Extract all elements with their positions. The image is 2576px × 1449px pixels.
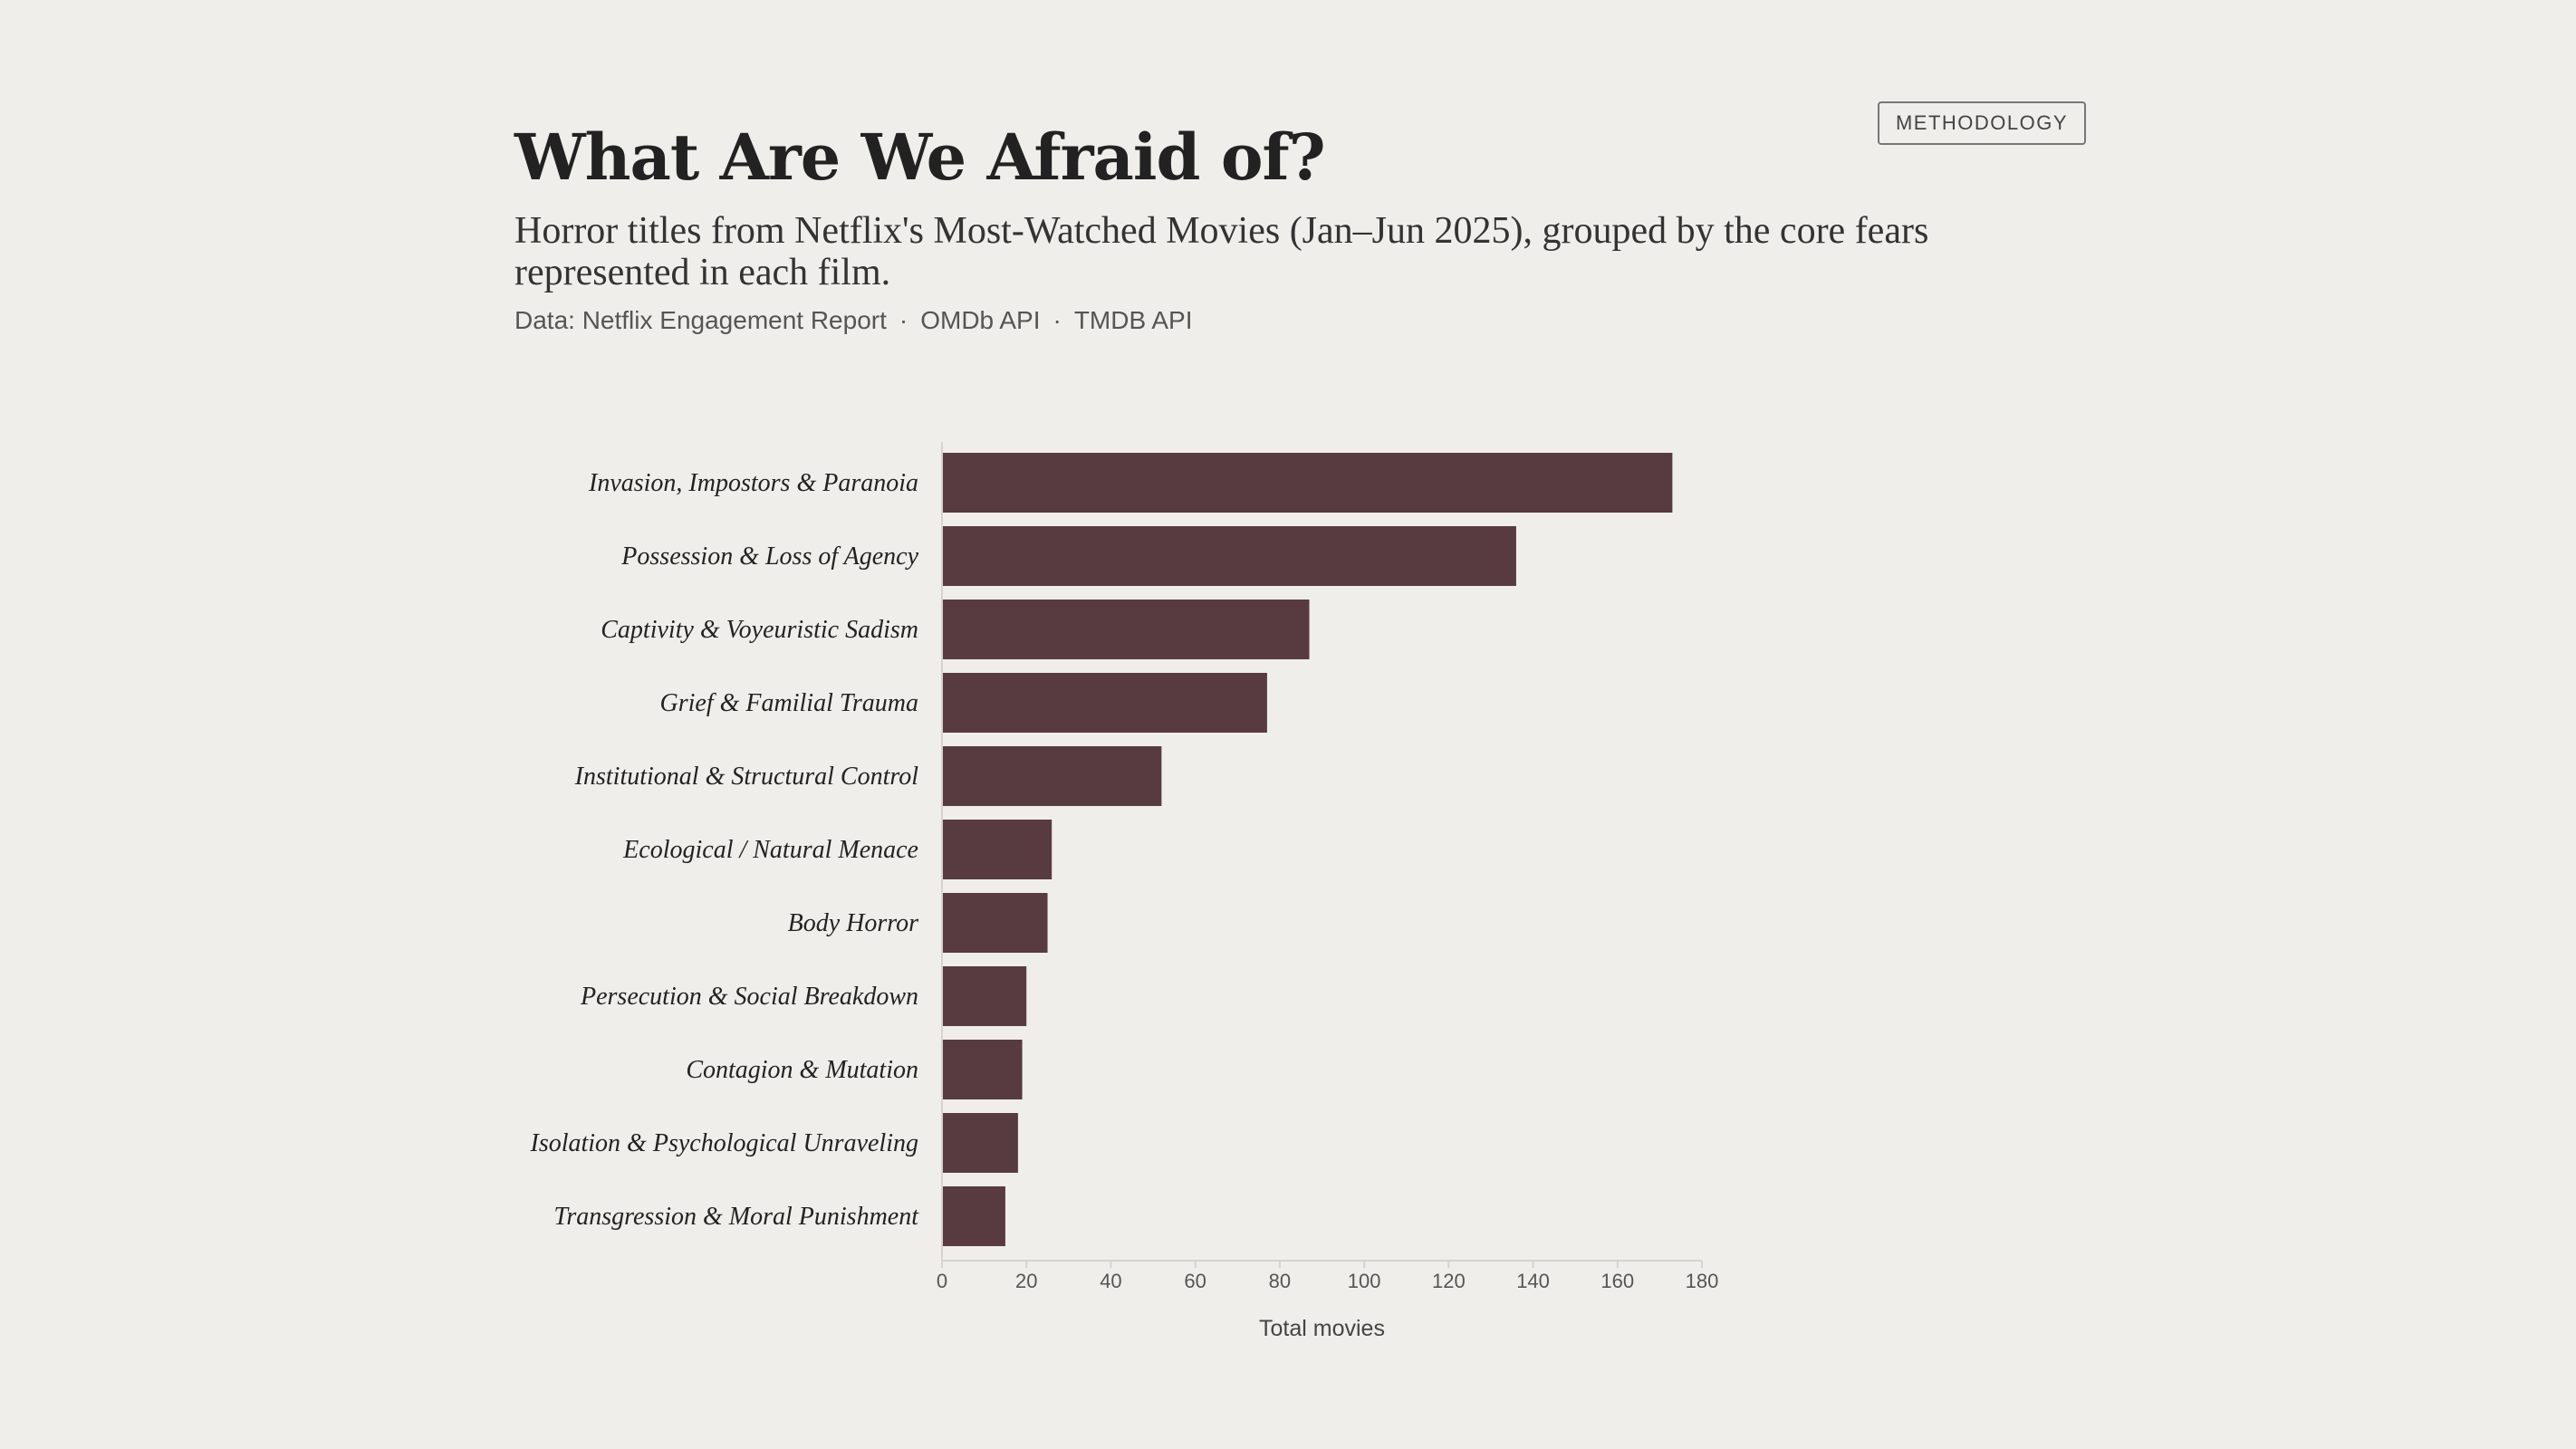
category-labels: Invasion, Impostors & Paranoia Possession… — [530, 469, 920, 1231]
category-label: Body Horror — [788, 909, 919, 937]
bar[interactable] — [942, 1113, 1018, 1173]
x-tick-label: 60 — [1184, 1270, 1206, 1292]
x-axis: 0 20 40 60 80 100 120 140 160 180 Total movies — [937, 442, 1718, 1341]
x-tick-label: 40 — [1100, 1270, 1121, 1292]
bar[interactable] — [942, 893, 1048, 953]
page-subtitle: Horror titles from Netflix's Most-Watche… — [514, 210, 1929, 293]
chart-header: What Are We Afraid of? Horror titles fro… — [514, 114, 2091, 337]
source-separator: · — [899, 306, 908, 334]
source-tmdb: TMDB API — [1073, 306, 1193, 334]
x-tick-label: 20 — [1015, 1270, 1037, 1292]
bar[interactable] — [942, 600, 1310, 659]
x-tick-label: 120 — [1432, 1270, 1466, 1292]
category-label: Transgression & Moral Punishment — [553, 1203, 919, 1231]
bar[interactable] — [942, 746, 1162, 806]
bar[interactable] — [942, 673, 1267, 733]
x-axis-title: Total movies — [1259, 1316, 1385, 1341]
bar[interactable] — [942, 526, 1516, 586]
bar[interactable] — [942, 1040, 1023, 1099]
x-tick-label: 160 — [1600, 1270, 1634, 1292]
category-label: Persecution & Social Breakdown — [580, 983, 918, 1011]
bar[interactable] — [942, 453, 1673, 513]
x-tick-label: 140 — [1516, 1270, 1550, 1292]
x-tick-label: 180 — [1686, 1270, 1719, 1292]
x-tick-label: 0 — [937, 1270, 947, 1292]
category-label: Contagion & Mutation — [686, 1056, 918, 1084]
x-tick-label: 100 — [1348, 1270, 1381, 1292]
category-label: Grief & Familial Trauma — [660, 689, 918, 717]
category-label: Invasion, Impostors & Paranoia — [588, 469, 918, 497]
source-separator: · — [1053, 306, 1062, 334]
category-label: Isolation & Psychological Unraveling — [530, 1129, 919, 1157]
category-label: Captivity & Voyeuristic Sadism — [601, 616, 918, 644]
bar[interactable] — [942, 820, 1053, 879]
category-label: Institutional & Structural Control — [574, 763, 919, 791]
category-label: Possession & Loss of Agency — [620, 542, 918, 571]
bars-layer — [942, 453, 1673, 1246]
bar[interactable] — [942, 966, 1027, 1026]
source-netflix: Data: Netflix Engagement Report — [514, 306, 887, 334]
data-sources: Data: Netflix Engagement Report · OMDb API… — [514, 304, 2091, 337]
page-title: What Are We Afraid of? — [514, 120, 1326, 195]
source-omdb: OMDb API — [920, 306, 1041, 334]
methodology-button[interactable]: METHODOLOGY — [1878, 101, 2086, 145]
category-label: Ecological / Natural Menace — [622, 836, 918, 864]
x-tick-label: 80 — [1269, 1270, 1291, 1292]
bar[interactable] — [942, 1186, 1005, 1246]
